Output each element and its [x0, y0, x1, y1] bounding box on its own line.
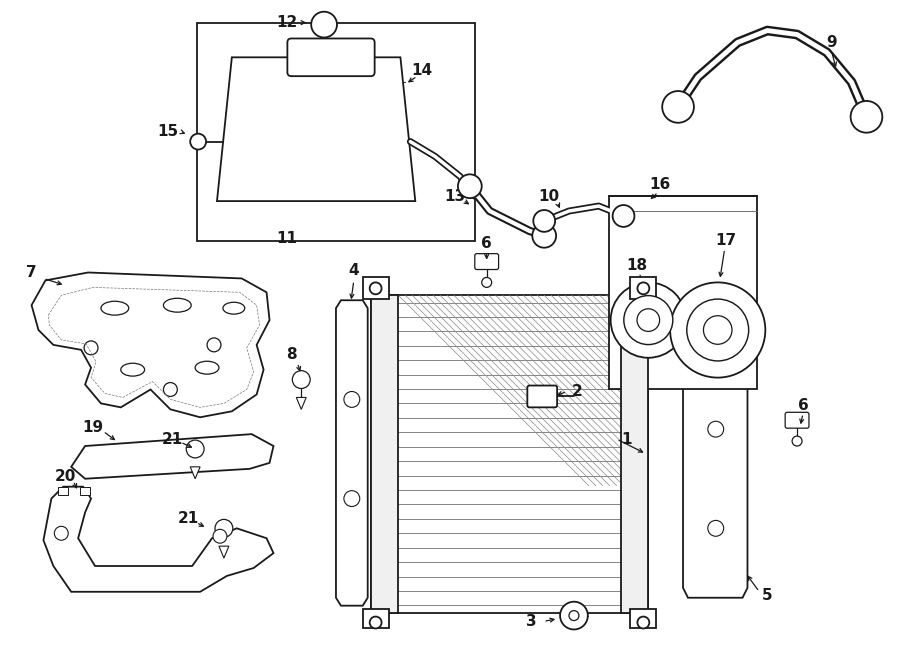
- Circle shape: [213, 529, 227, 543]
- Ellipse shape: [121, 364, 145, 376]
- Circle shape: [370, 617, 382, 629]
- Bar: [363, 609, 389, 629]
- Text: 2: 2: [572, 384, 582, 399]
- Text: 12: 12: [277, 15, 298, 30]
- Circle shape: [186, 440, 204, 458]
- Text: 5: 5: [762, 588, 772, 603]
- Text: 4: 4: [348, 263, 359, 278]
- Circle shape: [482, 278, 491, 288]
- Text: 13: 13: [445, 188, 465, 204]
- Bar: [371, 295, 648, 613]
- Circle shape: [532, 224, 556, 248]
- Polygon shape: [219, 546, 229, 558]
- Circle shape: [534, 210, 555, 232]
- Circle shape: [311, 12, 337, 38]
- Circle shape: [704, 316, 732, 344]
- Text: 21: 21: [177, 511, 199, 526]
- Circle shape: [370, 282, 382, 294]
- Text: 21: 21: [162, 432, 183, 447]
- Bar: [80, 486, 90, 494]
- Text: 9: 9: [826, 35, 837, 50]
- Text: 7: 7: [26, 265, 37, 280]
- Bar: [621, 295, 648, 613]
- Text: 6: 6: [797, 398, 808, 413]
- Circle shape: [207, 338, 220, 352]
- FancyBboxPatch shape: [287, 38, 374, 76]
- Circle shape: [215, 520, 233, 537]
- Text: 20: 20: [55, 469, 76, 485]
- Ellipse shape: [223, 302, 245, 314]
- Text: 16: 16: [650, 176, 670, 192]
- FancyBboxPatch shape: [527, 385, 557, 407]
- Circle shape: [637, 617, 649, 629]
- Text: 10: 10: [538, 188, 560, 204]
- Circle shape: [707, 421, 724, 437]
- Circle shape: [610, 282, 686, 358]
- Text: 14: 14: [411, 63, 433, 78]
- Polygon shape: [190, 467, 200, 479]
- Text: 19: 19: [83, 420, 104, 435]
- Circle shape: [670, 282, 765, 377]
- Bar: [197, 22, 475, 241]
- Circle shape: [344, 490, 360, 506]
- FancyBboxPatch shape: [475, 254, 499, 270]
- Bar: [371, 295, 399, 613]
- Circle shape: [624, 295, 673, 344]
- Circle shape: [707, 520, 724, 536]
- Circle shape: [560, 602, 588, 629]
- Bar: [58, 486, 68, 494]
- Circle shape: [569, 611, 579, 621]
- Text: 18: 18: [626, 258, 647, 273]
- Circle shape: [84, 341, 98, 355]
- Text: 1: 1: [621, 432, 632, 447]
- Circle shape: [54, 526, 68, 540]
- Polygon shape: [43, 486, 274, 592]
- Text: 17: 17: [716, 233, 736, 249]
- Bar: [363, 278, 389, 299]
- Polygon shape: [217, 58, 415, 201]
- Circle shape: [637, 309, 660, 331]
- Polygon shape: [336, 300, 368, 605]
- Text: 15: 15: [157, 124, 178, 139]
- Ellipse shape: [101, 301, 129, 315]
- Ellipse shape: [164, 298, 191, 312]
- Circle shape: [662, 91, 694, 123]
- Polygon shape: [71, 434, 274, 479]
- Polygon shape: [32, 272, 269, 417]
- Bar: [608, 196, 758, 389]
- Ellipse shape: [195, 362, 219, 374]
- FancyBboxPatch shape: [785, 412, 809, 428]
- Circle shape: [637, 282, 649, 294]
- Polygon shape: [296, 397, 306, 409]
- Circle shape: [190, 134, 206, 149]
- Circle shape: [344, 391, 360, 407]
- Circle shape: [292, 371, 310, 389]
- Polygon shape: [683, 360, 748, 598]
- Circle shape: [164, 383, 177, 397]
- Circle shape: [687, 299, 749, 361]
- Text: 3: 3: [526, 614, 536, 629]
- Circle shape: [792, 436, 802, 446]
- Circle shape: [850, 101, 882, 133]
- Circle shape: [458, 175, 482, 198]
- Circle shape: [613, 205, 634, 227]
- Text: 6: 6: [482, 236, 492, 251]
- Bar: [631, 278, 656, 299]
- Bar: [631, 609, 656, 629]
- Text: 11: 11: [276, 231, 297, 247]
- Text: 8: 8: [286, 347, 297, 362]
